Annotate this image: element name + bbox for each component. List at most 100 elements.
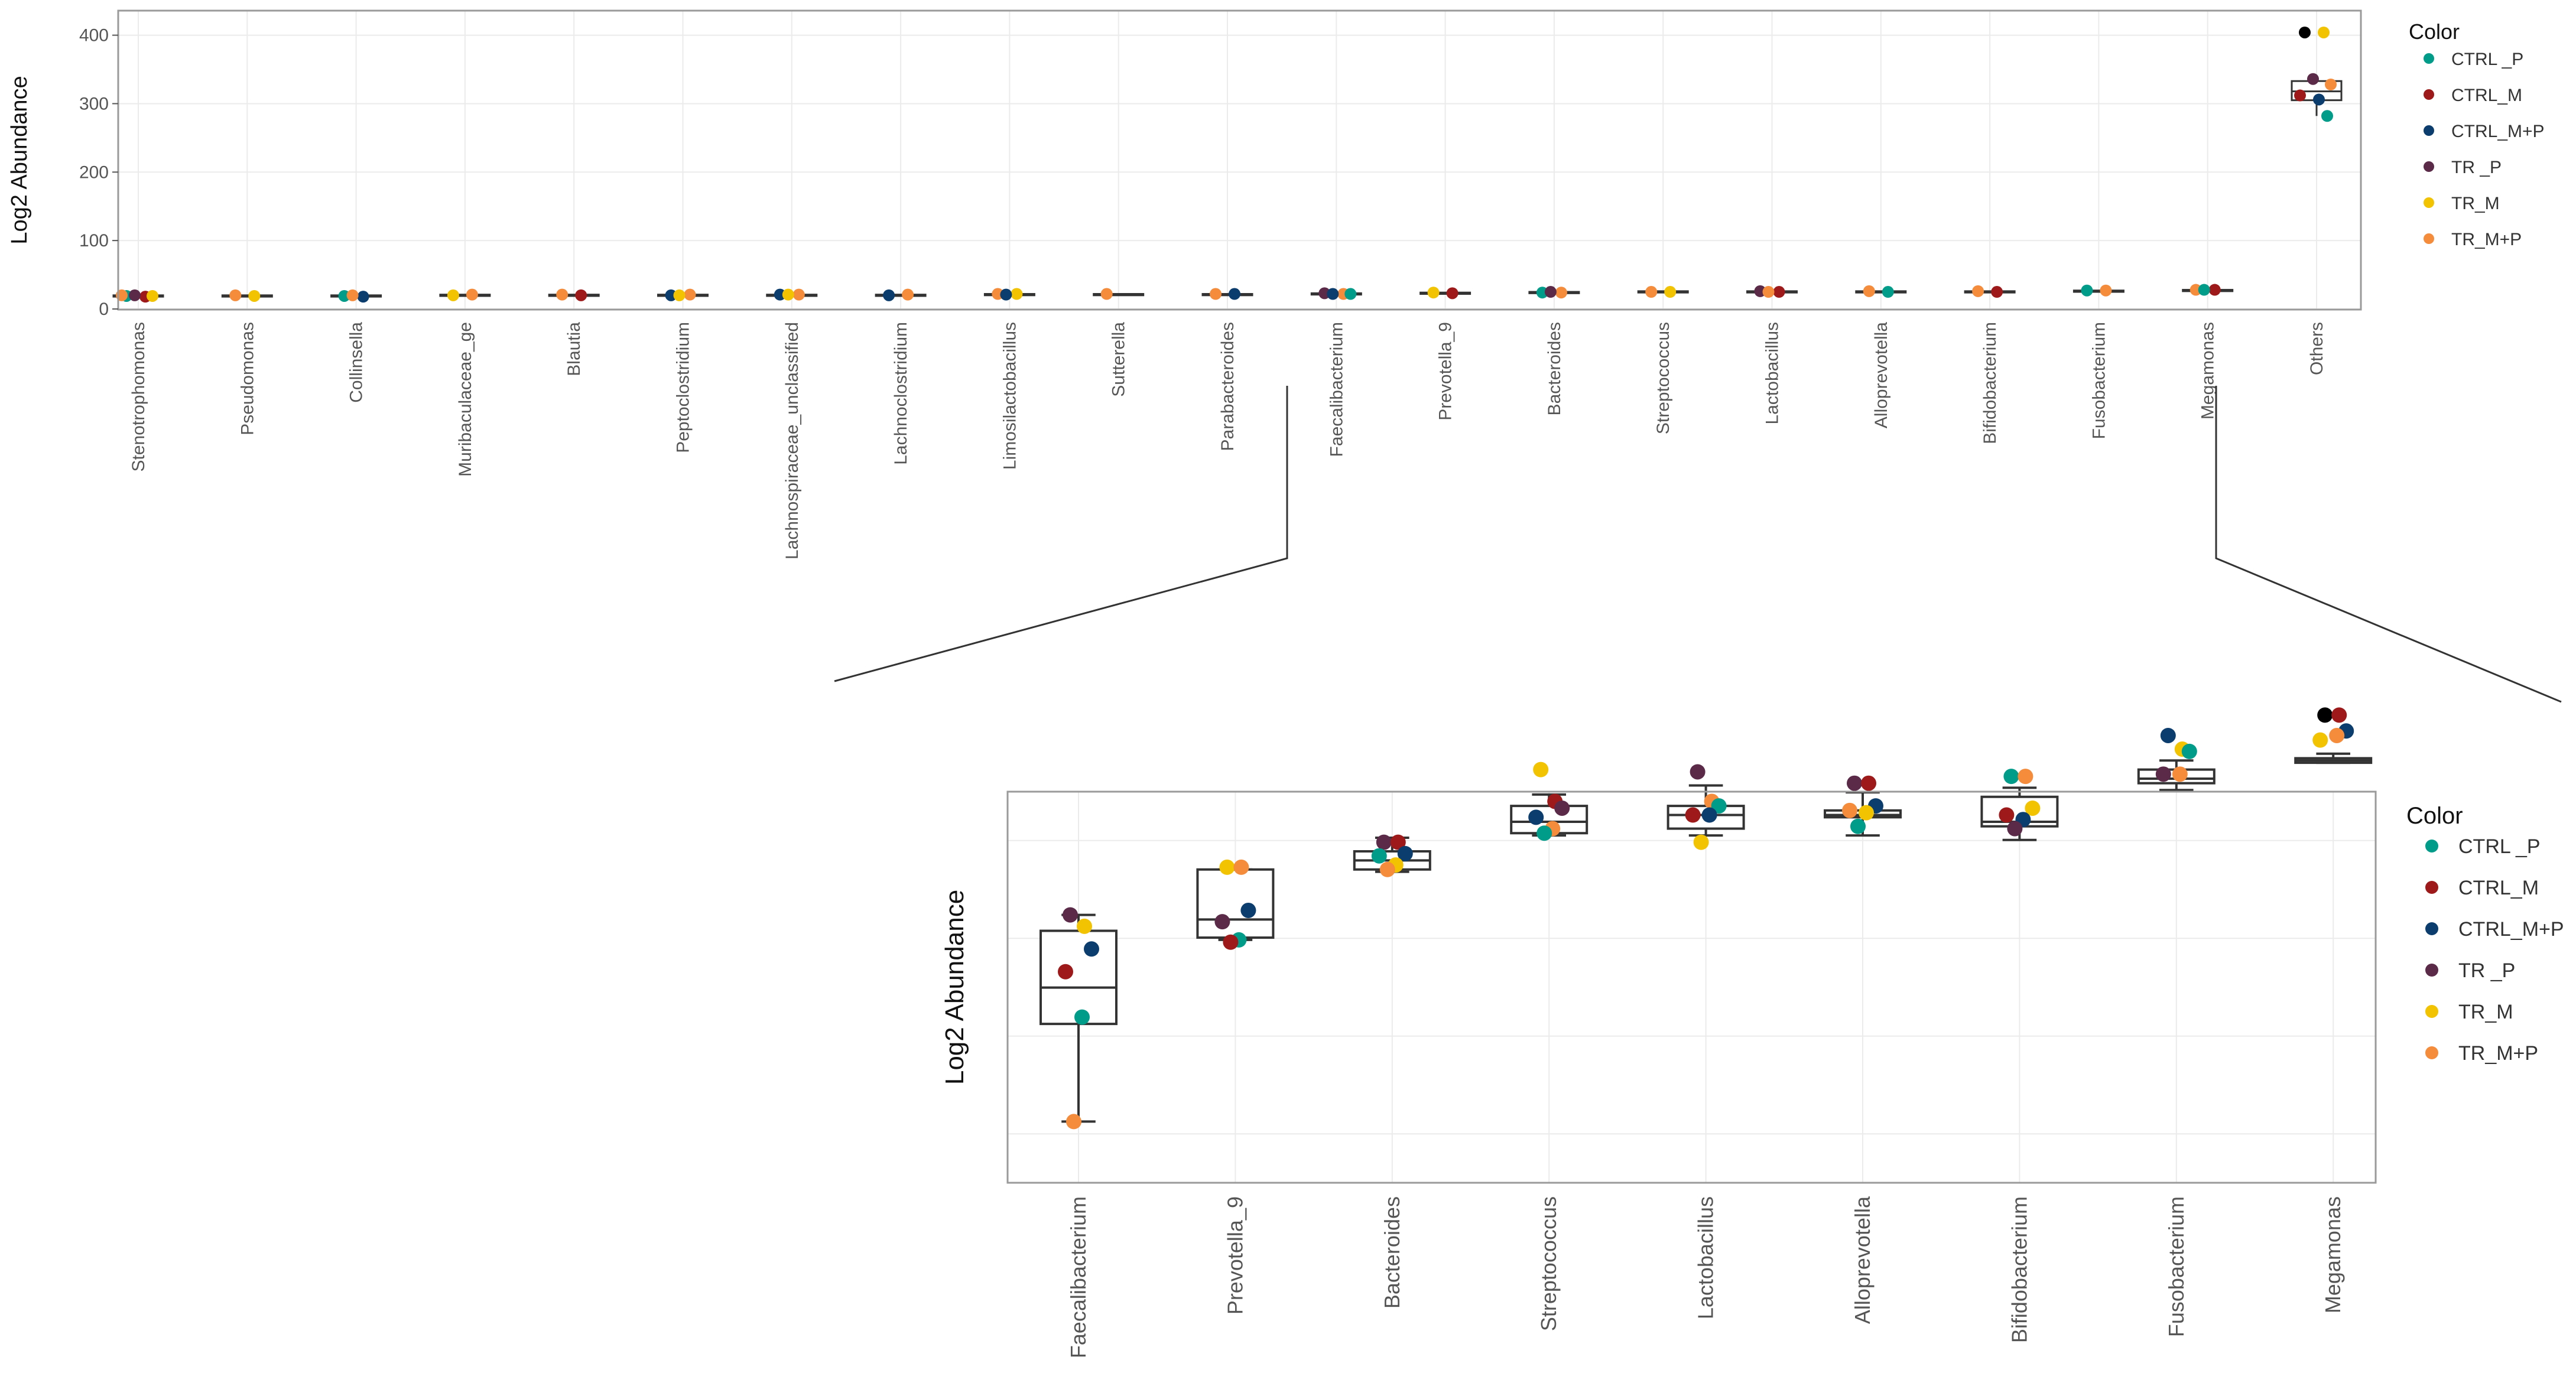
x-tick-label-prevotella-9: Prevotella_9 (1223, 1196, 1247, 1315)
point-lachnospiraceae-unclassified-tr-m-p (792, 288, 805, 301)
point-bacteroides-tr-p (1544, 286, 1557, 298)
point-fusobacterium-ctrl-p (2081, 284, 2093, 297)
legend-swatch-ctrl-m (2424, 89, 2434, 100)
point-fusobacterium-tr-p (2155, 766, 2171, 782)
x-tick-label-collinsella: Collinsella (347, 322, 366, 403)
x-tick-label-faecalibacterium: Faecalibacterium (1066, 1196, 1090, 1358)
point-stenotrophomonas-tr-p (129, 289, 141, 301)
top-y-axis: 0 100 200 300 400 (79, 26, 118, 319)
x-tick-label-bifidobacterium: Bifidobacterium (1980, 322, 2000, 444)
box-body (1510, 805, 1589, 835)
point-megamonas-ctrl-p (2198, 284, 2210, 296)
x-tick-label-prevotella-9: Prevotella_9 (1436, 322, 1456, 421)
legend-label-ctrl-m-p: CTRL_M+P (2458, 918, 2564, 941)
point-lactobacillus-ctrl-m (1773, 286, 1785, 298)
box-lactobacillus (1667, 784, 1745, 837)
point-pseudomonas-tr-m-p (229, 289, 242, 301)
x-tick-label-lactobacillus: Lactobacillus (1694, 1196, 1718, 1319)
box-streptococcus (1510, 793, 1589, 837)
legend-swatch-tr-p (2425, 964, 2438, 977)
legend-label-ctrl-p: CTRL _P (2458, 835, 2541, 858)
top-points (116, 26, 2337, 303)
legend-label-ctrl-p: CTRL _P (2451, 50, 2523, 69)
top-y-axis-title: Log2 Abundance (7, 76, 32, 244)
top-legend-title: Color (2409, 19, 2460, 44)
zoom-connector-left (834, 386, 1288, 682)
point-prevotella-9-tr-m (1219, 859, 1235, 875)
x-tick-label-limosilactobacillus: Limosilactobacillus (1000, 322, 1019, 470)
point-alloprevotella-tr-p (1847, 775, 1862, 791)
x-tick-label-others: Others (2307, 322, 2327, 375)
point-blautia-ctrl-m (575, 289, 587, 301)
x-tick-label-bifidobacterium: Bifidobacterium (2007, 1196, 2031, 1343)
point-others-ctrl-m-p (2313, 93, 2325, 106)
box-megamonas (2294, 752, 2373, 764)
zoom-connector-right (2215, 386, 2562, 703)
point-lactobacillus-ctrl-m-p (1701, 807, 1717, 823)
x-tick-label-blautia: Blautia (564, 322, 584, 376)
legend-swatch-tr-m (2425, 1005, 2438, 1018)
point-lactobacillus-tr-p (1690, 764, 1706, 780)
point-lachnoclostridium-tr-m-p (902, 288, 914, 301)
point-faecalibacterium-tr-m (1077, 918, 1092, 934)
x-tick-label-streptococcus: Streptococcus (1654, 322, 1673, 434)
top-x-axis: Stenotrophomonas Pseudomonas Collinsella Mu… (129, 322, 2327, 559)
point-lachnoclostridium-ctrl-m-p (883, 289, 895, 301)
point-bifidobacterium-tr-m-p (2018, 769, 2033, 785)
top-panel-border (117, 9, 2362, 311)
point-bacteroides-ctrl-m (1390, 834, 1406, 850)
x-tick-label-muribaculaceae-ge: Muribaculaceae_ge (456, 322, 475, 477)
point-megamonas-tr-m-p (2190, 284, 2202, 296)
point-others-outlier (2299, 26, 2311, 38)
legend-swatch-ctrl-m-p (2424, 125, 2434, 136)
box-body (1196, 868, 1275, 939)
legend-label-ctrl-m: CTRL_M (2458, 877, 2539, 899)
point-sutterella-tr-m-p (1100, 288, 1113, 300)
point-faecalibacterium-ctrl-m-p (1327, 288, 1339, 300)
top-legend-items: CTRL _P CTRL_M CTRL_M+P TR _P TR_M TR_M+P (2424, 50, 2545, 249)
point-bacteroides-ctrl-m-p (1397, 845, 1413, 861)
zoom-connectors (834, 386, 2562, 703)
x-tick-label-lachnospiraceae-unclassified: Lachnospiraceae_unclassified (782, 322, 802, 559)
legend-swatch-tr-m-p (2424, 233, 2434, 244)
x-tick-label-bacteroides: Bacteroides (1380, 1196, 1404, 1309)
legend-label-ctrl-m-p: CTRL_M+P (2451, 122, 2545, 141)
x-tick-label-alloprevotella: Alloprevotella (1850, 1196, 1875, 1324)
point-prevotella-9-ctrl-m (1446, 287, 1458, 300)
legend-swatch-tr-m (2424, 197, 2434, 208)
point-bifidobacterium-ctrl-p (2003, 769, 2019, 785)
box-faecalibacterium (1040, 913, 1118, 1123)
legend-swatch-tr-p (2424, 161, 2434, 172)
point-prevotella-9-tr-m-p (1233, 859, 1249, 875)
bottom-x-axis: Faecalibacterium Prevotella_9 Bacteroides S… (1066, 1196, 2345, 1358)
bottom-legend-title: Color (2406, 803, 2463, 829)
box-body (1040, 929, 1118, 1026)
point-streptococcus-ctrl-m-p (1528, 809, 1544, 825)
point-bifidobacterium-ctrl-m (1991, 286, 2003, 298)
point-alloprevotella-ctrl-m (1861, 775, 1876, 791)
point-alloprevotella-tr-m-p (1842, 802, 1857, 818)
point-bifidobacterium-tr-p (2007, 821, 2023, 837)
point-megamonas-ctrl-m (2208, 284, 2221, 296)
point-bifidobacterium-ctrl-m (1999, 807, 2015, 823)
x-tick-label-bacteroides: Bacteroides (1545, 322, 1564, 415)
legend-label-tr-m: TR_M (2458, 1001, 2513, 1023)
point-bacteroides-ctrl-p (1371, 848, 1387, 864)
x-tick-label-pseudomonas: Pseudomonas (238, 322, 257, 435)
point-collinsella-tr-m-p (346, 289, 359, 301)
point-bifidobacterium-tr-m (2025, 800, 2041, 816)
x-tick-label-streptococcus: Streptococcus (1536, 1196, 1561, 1331)
point-others-ctrl-m (2294, 89, 2306, 102)
point-lactobacillus-tr-m (1693, 834, 1709, 850)
point-fusobacterium-tr-m-p (2100, 284, 2112, 297)
point-megamonas-outlier (2317, 707, 2333, 723)
point-fusobacterium-tr-m-p (2172, 766, 2188, 782)
legend-swatch-ctrl-m-p (2425, 922, 2438, 935)
point-others-tr-m (2318, 26, 2330, 38)
box-prevotella-9 (1196, 868, 1275, 941)
point-bifidobacterium-tr-m-p (1972, 285, 1984, 297)
point-others-tr-p (2307, 73, 2319, 85)
legend-swatch-tr-m-p (2425, 1046, 2438, 1059)
